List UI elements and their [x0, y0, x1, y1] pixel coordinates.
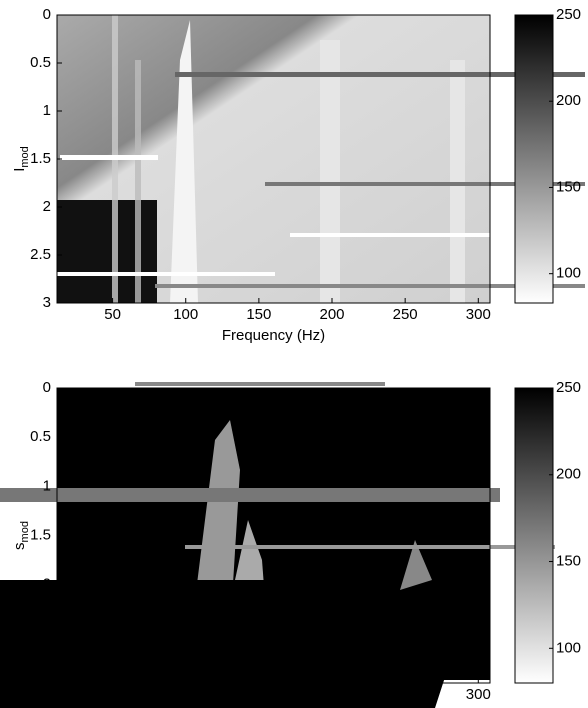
- y-axis-label: Imod: [11, 146, 31, 172]
- x-tick-label: 200: [319, 306, 344, 323]
- y-tick-label: 1.5: [30, 526, 51, 543]
- y-tick-label: 0.5: [30, 428, 51, 445]
- y-tick-label: 1: [43, 102, 51, 119]
- y-tick-label: 0.5: [30, 54, 51, 71]
- occlusion: [0, 580, 470, 708]
- colorbar-tick-label: 100: [556, 265, 581, 282]
- x-tick-label: 300: [466, 686, 491, 703]
- y-tick-label: 2: [43, 198, 51, 215]
- colorbar-tick-label: 200: [556, 466, 581, 483]
- y-tick-label: 2.5: [30, 246, 51, 263]
- colorbar: [514, 14, 554, 304]
- y-tick-label: 0: [43, 379, 51, 396]
- y-tick-label: 1.5: [30, 150, 51, 167]
- y-axis-label-main: I: [11, 168, 28, 172]
- y-tick-label: 0: [43, 6, 51, 23]
- colorbar-tick-label: 150: [556, 552, 581, 569]
- y-axis-label-sub: mod: [19, 521, 31, 542]
- x-tick-label: 100: [173, 306, 198, 323]
- colorbar-tick-label: 250: [556, 6, 581, 23]
- y-axis-label-main: s: [11, 542, 28, 550]
- y-axis-label: smod: [11, 521, 31, 550]
- colorbar: [514, 387, 554, 684]
- y-tick-label: 1: [43, 477, 51, 494]
- y-axis-label-sub: mod: [19, 146, 31, 167]
- colorbar-tick-label: 150: [556, 178, 581, 195]
- colorbar-tick-label: 250: [556, 379, 581, 396]
- x-axis-label: Frequency (Hz): [222, 327, 325, 344]
- x-tick-label: 300: [466, 306, 491, 323]
- colorbar-tick-label: 100: [556, 639, 581, 656]
- heatmap-image-top: [57, 15, 585, 303]
- x-tick-label: 150: [246, 306, 271, 323]
- x-tick-label: 50: [104, 306, 121, 323]
- y-tick-label: 3: [43, 294, 51, 311]
- x-tick-label: 250: [393, 306, 418, 323]
- y-tick-label: 2: [43, 576, 51, 593]
- colorbar-tick-label: 200: [556, 92, 581, 109]
